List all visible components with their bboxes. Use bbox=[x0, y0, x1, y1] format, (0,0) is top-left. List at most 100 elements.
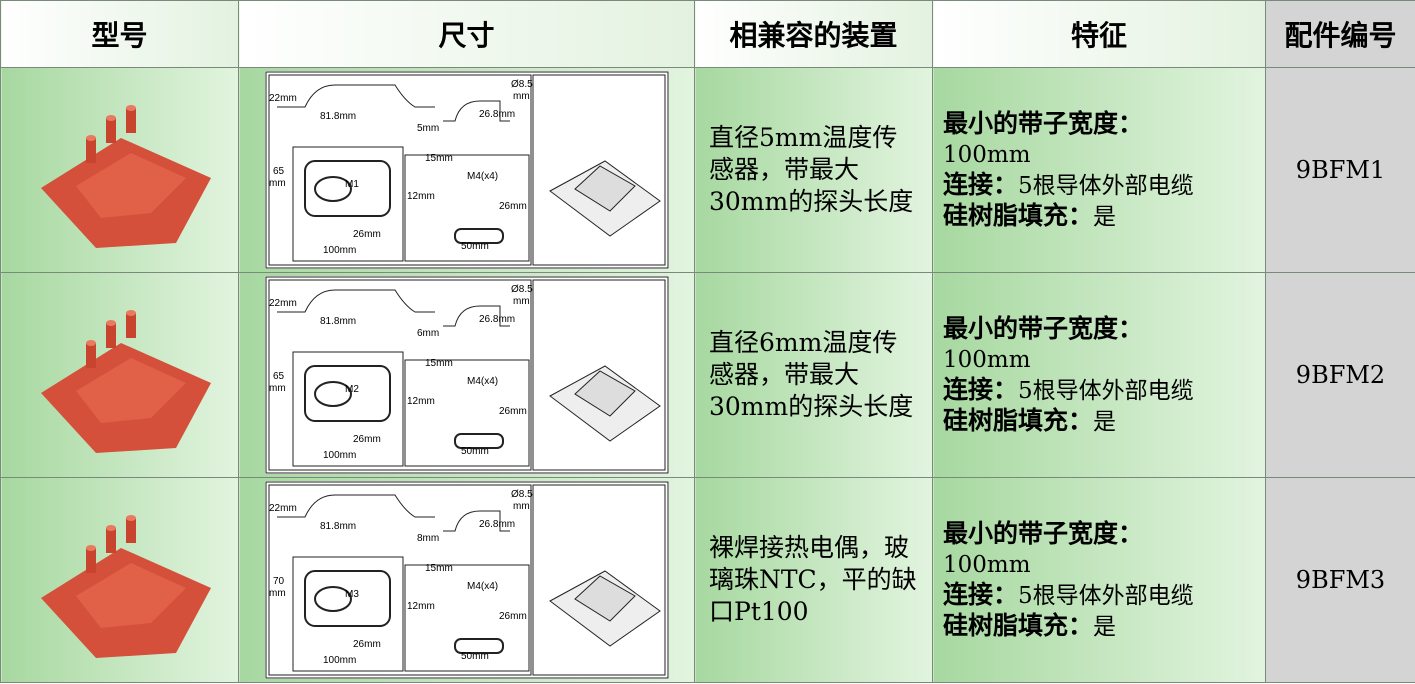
feature-label: 最小的带子宽度： bbox=[943, 313, 1144, 343]
dimension-label: Ø8.5 bbox=[511, 489, 533, 500]
dimension-label: 12mm bbox=[407, 191, 435, 202]
terminal-top bbox=[106, 320, 116, 326]
dimension-label: 26mm bbox=[499, 611, 527, 622]
dimension-label: 100mm bbox=[323, 450, 356, 461]
part-number: 9BFM2 bbox=[1295, 361, 1386, 389]
table-row: 22mm 81.8mm Ø8.5 mm 26.8mm 8mm 70 mm M3 15mm M4(x4… bbox=[0, 477, 1415, 683]
top-view-hole bbox=[313, 176, 352, 202]
part-number: 9BFM3 bbox=[1295, 566, 1386, 594]
feature-label: 最小的带子宽度： bbox=[943, 108, 1144, 138]
profile bbox=[442, 510, 510, 532]
part-number: 9BFM1 bbox=[1295, 156, 1386, 184]
profile bbox=[276, 84, 435, 108]
feature-value: 是 bbox=[1093, 203, 1117, 230]
column-header: 相兼容的装置 bbox=[694, 0, 933, 68]
dimension-label: 22mm bbox=[269, 93, 297, 104]
feature: 最小的带子宽度： 100mm bbox=[943, 109, 1255, 170]
column-header: 特征 bbox=[932, 0, 1266, 68]
drawing-frame bbox=[404, 359, 529, 467]
dimension-label: 70 bbox=[273, 576, 285, 587]
devices-cell: 直径6mm温度传感器，带最大30mm的探头长度 bbox=[694, 272, 933, 478]
table-row: 22mm 81.8mm Ø8.5 mm 26.8mm 5mm 65 mm M1 15mm M4(x4… bbox=[0, 67, 1415, 273]
profile bbox=[442, 100, 510, 122]
terminal-top bbox=[86, 545, 96, 551]
feature-label: 连接： bbox=[943, 374, 1019, 404]
dimension-label: mm bbox=[513, 501, 530, 512]
feature-value: 5根导体外部电缆 bbox=[1018, 172, 1194, 199]
feature-value: 100mm bbox=[943, 551, 1031, 578]
feature-label: 连接： bbox=[943, 579, 1019, 609]
connector bbox=[453, 638, 504, 654]
terminal bbox=[126, 313, 136, 338]
dimension-label: Ø8.5 bbox=[511, 79, 533, 90]
dimension-label: 26mm bbox=[499, 406, 527, 417]
terminal bbox=[126, 108, 136, 133]
feature: 连接：5根导体外部电缆 bbox=[943, 375, 1255, 406]
dimension-label: 12mm bbox=[407, 396, 435, 407]
drawing-frame bbox=[404, 564, 529, 672]
dimension-label: 26mm bbox=[353, 229, 381, 240]
features: 最小的带子宽度： 100mm 连接：5根导体外部电缆 硅树脂填充：是 bbox=[933, 314, 1265, 437]
drawing-frame bbox=[292, 351, 403, 467]
features-cell: 最小的带子宽度： 100mm 连接：5根导体外部电缆 硅树脂填充：是 bbox=[932, 67, 1266, 273]
devices-cell: 裸焊接热电偶，玻璃珠NTC，平的缺口Pt100 bbox=[694, 477, 933, 683]
terminal bbox=[106, 528, 116, 553]
terminal-top bbox=[106, 525, 116, 531]
profile bbox=[276, 494, 435, 518]
drawing-frame bbox=[292, 146, 403, 262]
housing-top bbox=[76, 153, 186, 218]
devices-text: 直径6mm温度传感器，带最大30mm的探头长度 bbox=[709, 328, 914, 421]
dimension-label: M1 bbox=[345, 179, 359, 190]
drawing-frame bbox=[532, 484, 665, 676]
feature-value: 5根导体外部电缆 bbox=[1018, 582, 1194, 609]
terminal bbox=[86, 343, 96, 368]
dimensions-cell: 22mm 81.8mm Ø8.5 mm 26.8mm 5mm 65 mm M1 15mm M4(x4… bbox=[238, 67, 695, 273]
connector bbox=[453, 433, 504, 449]
top-view bbox=[303, 570, 391, 627]
drawing-frame bbox=[532, 74, 665, 266]
table-row: 22mm 81.8mm Ø8.5 mm 26.8mm 6mm 65 mm M2 15mm M4(x4… bbox=[0, 272, 1415, 478]
connector bbox=[453, 228, 504, 244]
feature: 最小的带子宽度： 100mm bbox=[943, 519, 1255, 580]
drawing-frame bbox=[268, 484, 531, 676]
feature: 连接：5根导体外部电缆 bbox=[943, 580, 1255, 611]
feature-value: 是 bbox=[1093, 408, 1117, 435]
feature: 最小的带子宽度： 100mm bbox=[943, 314, 1255, 375]
dimension-label: 5mm bbox=[417, 123, 439, 134]
dimension-label: 50mm bbox=[461, 651, 489, 662]
dimension-label: 26.8mm bbox=[479, 519, 515, 530]
feature-label: 硅树脂填充： bbox=[943, 405, 1094, 435]
dimension-label: M2 bbox=[345, 384, 359, 395]
dimension-label: 12mm bbox=[407, 601, 435, 612]
profile bbox=[442, 305, 510, 327]
feature-label: 硅树脂填充： bbox=[943, 200, 1094, 230]
terminal bbox=[86, 548, 96, 573]
terminal-top bbox=[86, 340, 96, 346]
housing-top bbox=[76, 563, 186, 628]
devices-text: 裸焊接热电偶，玻璃珠NTC，平的缺口Pt100 bbox=[709, 533, 917, 626]
dimensions-cell: 22mm 81.8mm Ø8.5 mm 26.8mm 8mm 70 mm M3 15mm M4(x4… bbox=[238, 477, 695, 683]
top-view bbox=[303, 365, 391, 422]
feature: 连接：5根导体外部电缆 bbox=[943, 170, 1255, 201]
dimension-label: 81.8mm bbox=[320, 316, 356, 327]
terminal-top bbox=[126, 515, 136, 521]
profile bbox=[276, 289, 435, 313]
dimension-label: 65 bbox=[273, 371, 285, 382]
iso-body bbox=[573, 575, 636, 622]
features: 最小的带子宽度： 100mm 连接：5根导体外部电缆 硅树脂填充：是 bbox=[933, 519, 1265, 642]
features-cell: 最小的带子宽度： 100mm 连接：5根导体外部电缆 硅树脂填充：是 bbox=[932, 272, 1266, 478]
feature: 硅树脂填充：是 bbox=[943, 611, 1255, 642]
model-cell bbox=[0, 67, 239, 273]
dimension-label: 26mm bbox=[353, 434, 381, 445]
dimension-label: mm bbox=[269, 383, 286, 394]
iso-body bbox=[573, 165, 636, 212]
feature-label: 硅树脂填充： bbox=[943, 610, 1094, 640]
model-image bbox=[41, 515, 211, 658]
dimension-label: 100mm bbox=[323, 655, 356, 666]
terminal bbox=[126, 518, 136, 543]
dimension-label: 22mm bbox=[269, 298, 297, 309]
drawing-frame bbox=[265, 71, 668, 269]
features-cell: 最小的带子宽度： 100mm 连接：5根导体外部电缆 硅树脂填充：是 bbox=[932, 477, 1266, 683]
